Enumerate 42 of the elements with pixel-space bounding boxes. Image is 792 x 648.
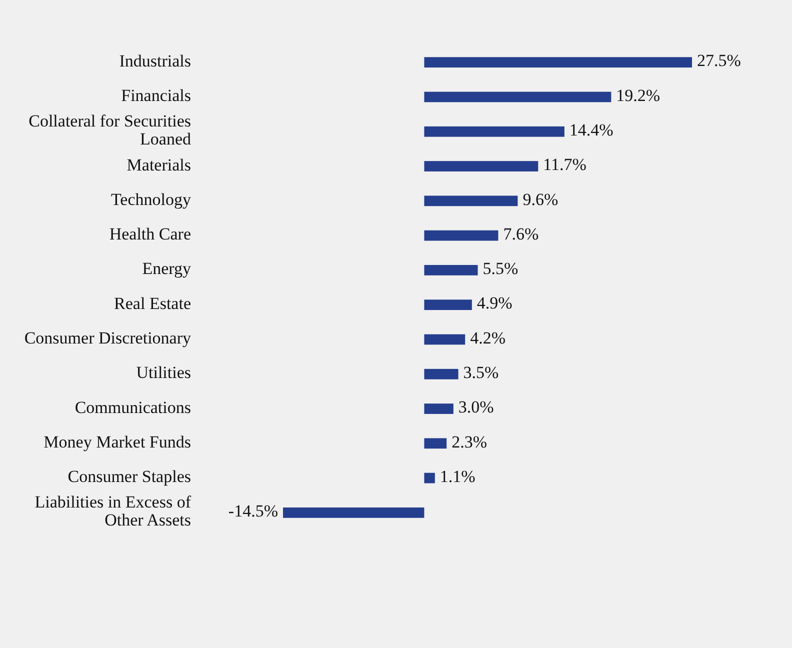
y-tick-label: Real Estate xyxy=(114,294,191,313)
data-label: 2.3% xyxy=(452,432,488,452)
bar xyxy=(424,196,518,206)
data-label: 27.5% xyxy=(697,51,741,70)
bar xyxy=(424,230,498,241)
y-tick-label: Communications xyxy=(74,398,191,417)
bar xyxy=(424,334,466,345)
data-label: 1.1% xyxy=(440,466,476,486)
y-tick-label: Consumer Staples xyxy=(68,466,191,486)
data-label: 3.5% xyxy=(463,363,499,382)
data-label: 19.2% xyxy=(616,86,660,105)
data-label: 5.5% xyxy=(482,259,518,278)
bar xyxy=(424,126,564,137)
data-label: 11.7% xyxy=(543,155,586,174)
y-tick-label: Liabilities in Excess of Other Assets xyxy=(34,492,192,530)
y-tick-label: Financials xyxy=(121,86,191,105)
y-tick-label: Collateral for Securities Loaned xyxy=(28,112,192,149)
y-tick-label: Industrials xyxy=(119,51,191,70)
y-tick-label: Technology xyxy=(110,190,192,209)
bar xyxy=(424,264,478,276)
bar xyxy=(424,472,435,484)
bar xyxy=(424,92,612,102)
y-tick-label: Health Care xyxy=(109,224,191,244)
bar xyxy=(424,57,692,68)
data-label: 7.6% xyxy=(503,224,539,244)
bar xyxy=(424,438,447,449)
y-tick-label: Money Market Funds xyxy=(44,432,191,452)
data-label: 4.2% xyxy=(470,328,506,348)
bar xyxy=(424,161,538,172)
data-label: 9.6% xyxy=(522,190,558,209)
data-label: -14.5% xyxy=(228,502,278,521)
bar xyxy=(283,507,424,518)
y-tick-label: Materials xyxy=(126,155,191,174)
data-label: 14.4% xyxy=(569,120,614,140)
y-tick-label: Utilities xyxy=(136,363,191,382)
bar xyxy=(424,368,458,380)
y-tick-label: Energy xyxy=(142,259,192,278)
y-tick-label: Consumer Discretionary xyxy=(24,328,192,348)
data-label: 3.0% xyxy=(458,398,494,417)
data-label: 4.9% xyxy=(476,294,512,313)
bar xyxy=(424,300,472,310)
bar xyxy=(424,404,454,414)
